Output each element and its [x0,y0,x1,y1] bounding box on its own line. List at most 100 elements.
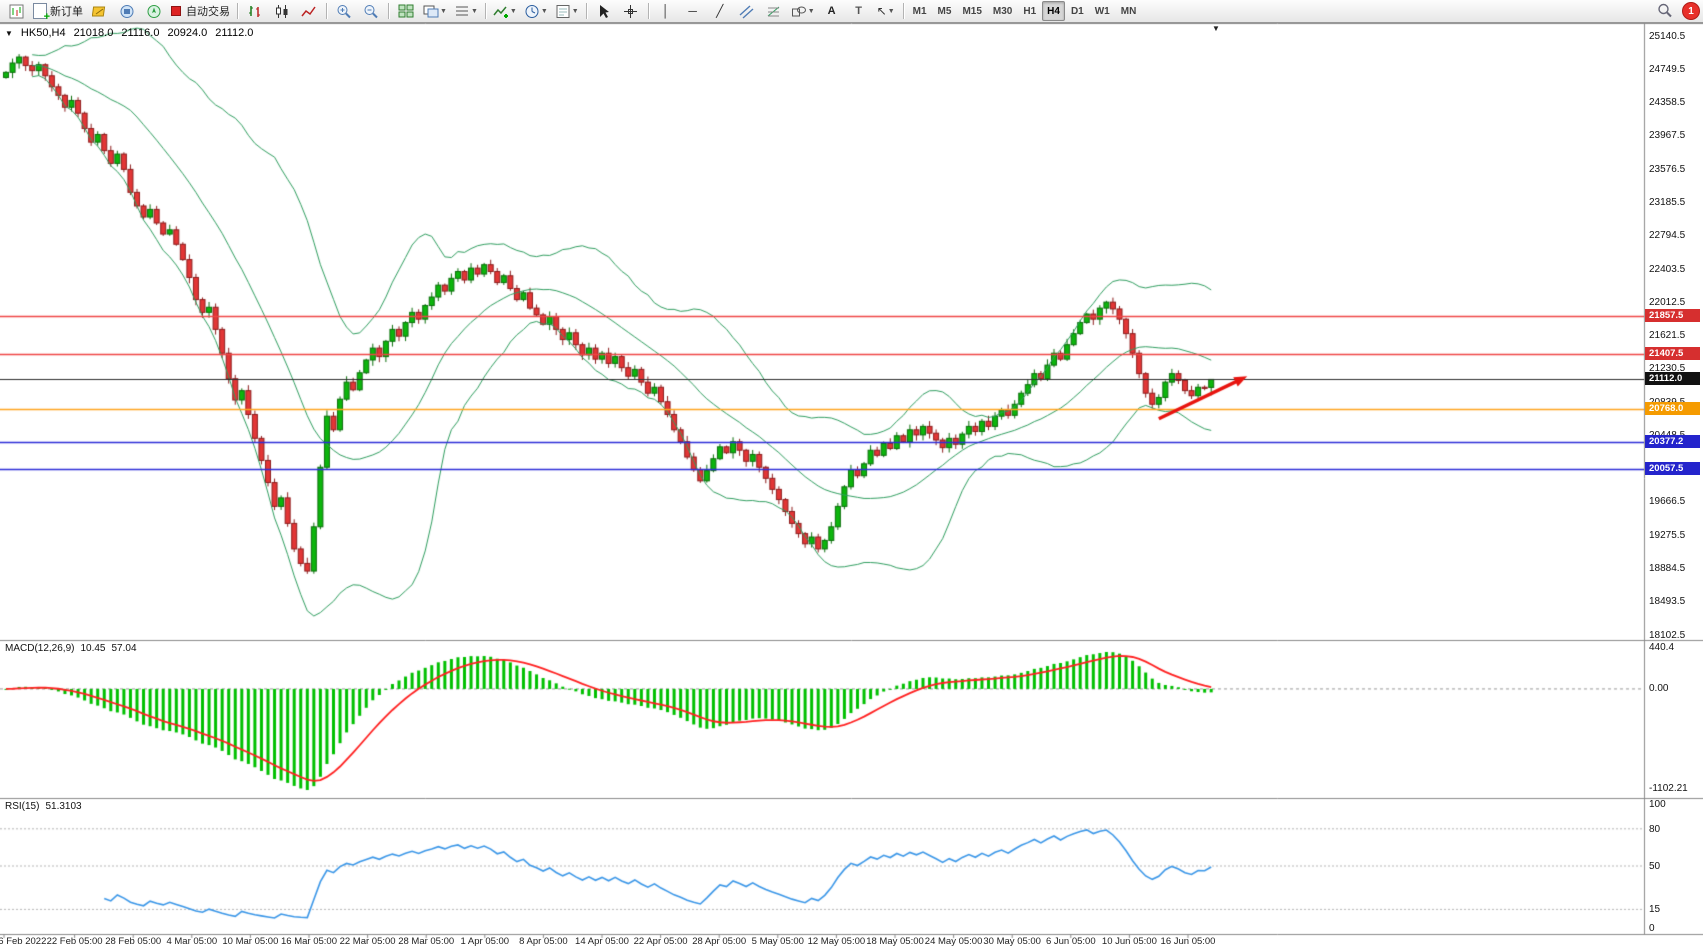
new-order-label: 新订单 [50,6,83,18]
time-axis-label: 28 Feb 05:00 [105,936,162,947]
hline-tool-button[interactable]: ─ [688,4,697,18]
macd-main-value: 10.45 [80,643,106,654]
timeframe-d1-button[interactable]: D1 [1070,5,1084,17]
time-axis-label: 16 Jun 05:00 [1160,936,1216,947]
new-order-button[interactable]: 新订单 [30,1,86,23]
rsi-name: RSI(15) [5,801,40,812]
auto-trading-button[interactable]: 自动交易 [168,1,233,22]
text-tool-button[interactable]: A [827,5,836,17]
price-scale-label: 23967.5 [1649,130,1686,142]
toolbar-separator [237,3,238,19]
insert-indicator-icon [493,6,508,18]
time-axis-label: 14 Apr 05:00 [575,936,629,947]
chart-title: ▼ HK50,H4 21018.0 21116.0 20924.0 21112.… [5,27,253,39]
data-window-button[interactable] [114,1,140,22]
time-axis-label: 16 Feb 2022 [0,936,47,947]
period-button[interactable]: ▼ [521,1,551,22]
new-order-icon [33,3,50,23]
toolbar-separator [388,3,389,19]
dropdown-caret: ▼ [440,7,447,15]
symbol-label: HK50,H4 [20,27,66,39]
time-axis-label: 1 Apr 05:00 [460,936,510,947]
market-watch-button[interactable] [87,1,113,22]
timeframe-m5-button[interactable]: M5 [937,5,952,17]
timeframe-group: M1 M5 M15 M30 H1 H4 D1 W1 MN [908,1,1142,21]
navigator-button[interactable] [141,1,167,22]
main-toolbar: 新订单 自动交易 ▼ ▼ ▼ ▼ ▼ [0,0,1703,23]
time-axis-label: 24 May 05:00 [924,936,983,947]
dropdown-caret: ▼ [509,7,517,15]
fibonacci-icon [767,6,780,16]
window-list-button[interactable]: ▼ [451,1,481,22]
timeframe-h4-button[interactable]: H4 [1042,1,1065,21]
timeframe-m1-button[interactable]: M1 [912,5,927,17]
timeframe-m30-button[interactable]: M30 [992,5,1013,17]
zoom-in-icon [337,4,351,18]
macd-scale-top: 440.4 [1649,642,1675,653]
time-axis-label: 8 Apr 05:00 [519,936,568,947]
line-chart-type-button[interactable] [296,1,322,22]
crosshair-tool-button[interactable] [618,1,644,22]
bar-chart-type-icon [249,5,260,17]
price-scale-label: 22403.5 [1649,263,1686,275]
chart-region: ▼ HK50,H4 21018.0 21116.0 20924.0 21112.… [0,23,1703,949]
arrows-tool-button[interactable]: ↖ ▼ [873,1,899,22]
rsi-label-row: RSI(15) 51.3103 [5,801,82,812]
timeframe-w1-button[interactable]: W1 [1094,5,1110,17]
time-axis-label: 22 Apr 05:00 [633,936,688,947]
price-scale-label: 21621.5 [1649,330,1686,342]
one-click-trading-toggle[interactable]: ▼ [5,28,13,38]
price-scale-label: 19666.5 [1649,496,1686,508]
insert-indicator-button[interactable]: ▼ [490,1,520,22]
macd-scale-bottom: -1102.21 [1649,783,1688,794]
price-scale-label: 22794.5 [1649,230,1686,242]
mini-chart-icon [9,4,23,18]
time-axis-label: 30 May 05:00 [983,936,1041,947]
toolbar-separator [585,3,587,19]
tile-windows-button[interactable] [393,1,419,22]
arrange-windows-button[interactable]: ▼ [420,1,450,22]
notification-badge[interactable]: 1 [1682,2,1700,20]
candle-chart-type-button[interactable] [269,1,295,22]
bar-chart-type-button[interactable] [242,1,268,22]
timeframe-mn-button[interactable]: MN [1120,5,1137,17]
search-button[interactable] [1652,1,1678,22]
auto-trading-label: 自动交易 [186,6,230,18]
chart-shift-marker[interactable]: ▼ [1212,24,1220,33]
zoom-out-button[interactable] [358,1,384,22]
cursor-tool-button[interactable] [591,1,617,22]
price-scale-label: 19275.5 [1649,529,1686,541]
period-clock-icon [525,4,539,18]
macd-name: MACD(12,26,9) [5,643,75,654]
price-scale-label: 24358.5 [1649,97,1686,109]
zoom-in-button[interactable] [331,1,357,22]
price-scale-label: 18102.5 [1649,629,1686,641]
chart-window-icon[interactable] [3,1,29,22]
macd-scale-zero: 0.00 [1649,682,1669,694]
dropdown-caret: ▼ [571,7,579,15]
time-axis-label: 10 Mar 05:00 [222,936,279,947]
market-watch-icon [92,6,106,16]
high-value: 21116.0 [121,27,160,39]
toolbar-separator [902,3,904,19]
open-value: 21018.0 [73,27,114,39]
cursor-icon [599,4,609,18]
shapes-tool-button[interactable]: ▼ [788,1,818,22]
arrows-tool-icon: ↖ [876,4,887,18]
timeframe-m15-button[interactable]: M15 [962,5,982,17]
chart-canvas[interactable] [0,23,1703,949]
rsi-scale-label: 80 [1649,823,1661,835]
time-axis-label: 28 Mar 05:00 [398,936,455,947]
fibonacci-tool-button[interactable] [761,1,787,22]
label-tool-button[interactable]: T [855,5,862,17]
time-axis-label: 28 Apr 05:00 [692,936,747,947]
price-tag-21857-5: 21857.5 [1645,308,1700,322]
timeframe-h1-button[interactable]: H1 [1023,5,1037,17]
template-button[interactable]: ▼ [552,1,582,22]
vline-tool-button[interactable]: │ [661,4,670,18]
close-value: 21112.0 [215,27,254,39]
crosshair-icon [624,4,638,18]
trendline-tool-button[interactable]: ╱ [716,4,724,18]
price-tag-20768-0: 20768.0 [1645,401,1700,415]
channel-tool-button[interactable] [734,1,760,22]
